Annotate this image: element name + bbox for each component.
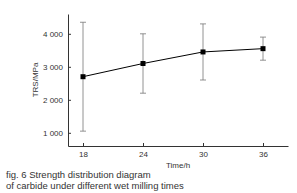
tick: 1 000 xyxy=(43,129,71,138)
tick-label: 36 xyxy=(259,150,268,159)
error-bar xyxy=(200,24,206,80)
error-bar-cap xyxy=(140,93,146,94)
tick-mark xyxy=(83,143,84,146)
series xyxy=(80,22,266,131)
tick-label: 18 xyxy=(79,150,88,159)
plot: 18 24 30 36 1 000 2 000 3 000 4 000 xyxy=(43,15,289,159)
tick: 24 xyxy=(139,143,148,159)
y-axis: 1 000 2 000 3 000 4 000 xyxy=(43,15,71,147)
y-axis-title: TRS/MPa xyxy=(31,62,40,97)
tick-label: 1 000 xyxy=(43,129,64,138)
error-bar xyxy=(260,37,266,60)
tick: 36 xyxy=(259,143,268,159)
error-bar-cap xyxy=(80,22,86,23)
tick-mark xyxy=(68,34,71,35)
error-bar-cap xyxy=(200,23,206,24)
tick-label: 3 000 xyxy=(43,63,64,72)
tick: 18 xyxy=(79,143,88,159)
tick-mark xyxy=(68,133,71,134)
error-bar-cap xyxy=(200,80,206,81)
line xyxy=(83,49,263,77)
error-bar-cap xyxy=(260,37,266,38)
tick-label: 4 000 xyxy=(43,30,64,39)
tick-label: 30 xyxy=(199,150,208,159)
error-bar xyxy=(80,22,86,131)
tick-label: 2 000 xyxy=(43,96,64,105)
error-bar-cap xyxy=(80,131,86,132)
tick-mark xyxy=(68,100,71,101)
marker xyxy=(81,74,86,79)
axis-line xyxy=(69,146,289,147)
marker xyxy=(141,61,146,66)
tick-mark xyxy=(68,67,71,68)
tick-label: 24 xyxy=(139,150,148,159)
tick: 4 000 xyxy=(43,30,71,39)
x-axis: 18 24 30 36 xyxy=(69,143,289,159)
caption: of carbide under different wet milling t… xyxy=(6,180,184,191)
caption: fig. 6 Strength distribution diagram xyxy=(6,169,151,180)
marker xyxy=(261,46,266,51)
tick-mark xyxy=(203,143,204,146)
tick: 3 000 xyxy=(43,63,71,72)
error-bar xyxy=(140,34,146,93)
marker xyxy=(201,49,206,54)
chart: 18 24 30 36 1 000 2 000 3 000 4 000 Time/h TRS/MP… xyxy=(0,0,297,193)
x-axis-title: Time/h xyxy=(166,161,190,170)
tick-mark xyxy=(263,143,264,146)
error-bar-cap xyxy=(140,33,146,34)
tick: 30 xyxy=(199,143,208,159)
tick-mark xyxy=(143,143,144,146)
tick: 2 000 xyxy=(43,96,71,105)
error-bar-cap xyxy=(260,60,266,61)
